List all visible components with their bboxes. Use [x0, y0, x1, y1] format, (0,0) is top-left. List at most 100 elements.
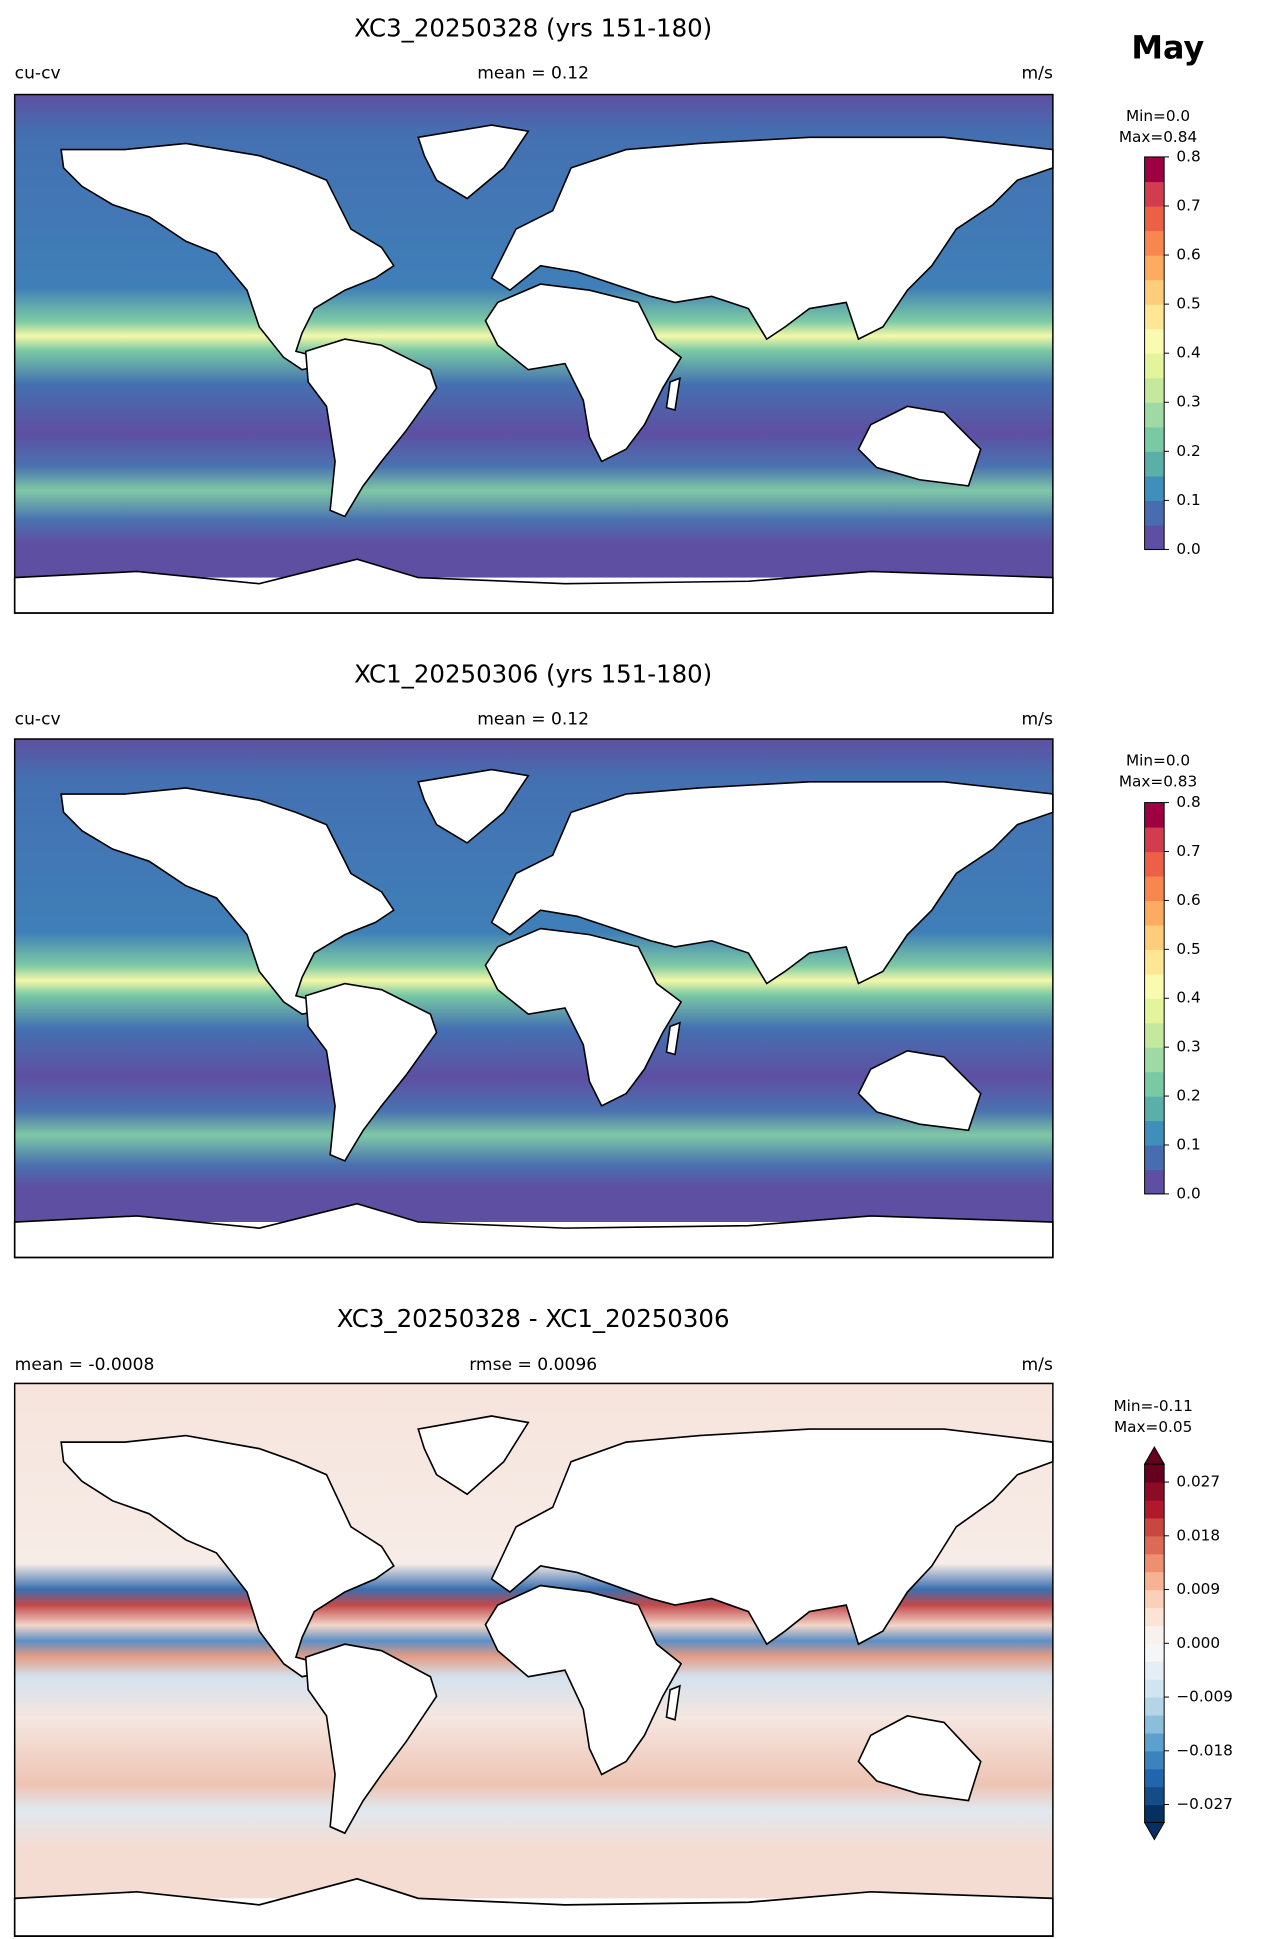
colorbar-tick-label: 0.3 — [1176, 393, 1200, 411]
colorbar-tick-label: 0.8 — [1176, 147, 1200, 165]
colorbar-segment — [1144, 1553, 1165, 1573]
colorbar-tick-label: 0.000 — [1176, 1634, 1220, 1652]
panel-title: XC3_20250328 (yrs 151-180) — [354, 14, 712, 43]
colorbar-tick-label: 0.4 — [1176, 989, 1200, 1007]
colorbar-segment — [1144, 1625, 1165, 1644]
colorbar-segment — [1144, 802, 1165, 828]
left-label: cu-cv — [15, 709, 61, 729]
max-label: Max=0.83 — [1119, 772, 1197, 790]
colorbar-segment — [1144, 1535, 1165, 1555]
colorbar-segment — [1144, 255, 1165, 281]
colorbar-tick-label: −0.027 — [1176, 1795, 1233, 1813]
center-label: mean = 0.12 — [477, 709, 589, 729]
colorbar-segment — [1144, 230, 1165, 256]
left-label: cu-cv — [15, 64, 61, 84]
colorbar-segment — [1144, 1499, 1165, 1519]
colorbar-segment — [1144, 924, 1165, 950]
colorbar-segment — [1144, 475, 1165, 501]
map — [13, 738, 1054, 1259]
colorbar-segment — [1144, 1047, 1165, 1073]
colorbar-segment — [1144, 181, 1165, 207]
colorbar-tick-label: −0.018 — [1176, 1741, 1233, 1759]
colorbar-segment — [1144, 1517, 1165, 1537]
colorbar-segment — [1144, 1022, 1165, 1048]
colorbar-segment — [1144, 328, 1165, 354]
colorbar-segment — [1144, 900, 1165, 926]
colorbar-segment — [1144, 1697, 1165, 1716]
colorbar-segment — [1144, 827, 1165, 853]
colorbar-segment — [1144, 1661, 1165, 1680]
colorbar-segment — [1144, 1464, 1165, 1483]
left-label: mean = -0.0008 — [15, 1355, 155, 1375]
colorbar-segment — [1144, 1804, 1165, 1824]
colorbar-tick-label: 0.5 — [1176, 940, 1200, 958]
colorbar-segment — [1144, 1750, 1165, 1770]
map — [13, 1382, 1054, 1937]
colorbar-tick-label: 0.7 — [1176, 842, 1200, 860]
colorbar-segment — [1144, 1169, 1165, 1195]
colorbar-tick-label: 0.6 — [1176, 891, 1200, 909]
min-label: Min=0.0 — [1126, 752, 1190, 770]
colorbar-segment — [1144, 973, 1165, 999]
colorbar-tick-label: 0.7 — [1176, 196, 1200, 214]
colorbar-segment — [1144, 1571, 1165, 1591]
center-label: mean = 0.12 — [477, 64, 589, 84]
colorbar-tick-label: 0.009 — [1176, 1580, 1220, 1598]
colorbar-extend — [1143, 1446, 1166, 1465]
colorbar-segment — [1144, 1144, 1165, 1171]
colorbar-segment — [1144, 1786, 1165, 1806]
panel-title: XC1_20250306 (yrs 151-180) — [354, 659, 712, 688]
colorbar-segment — [1144, 279, 1165, 305]
colorbar-tick-label: 0.018 — [1176, 1526, 1220, 1544]
colorbar-tick-label: 0.1 — [1176, 1135, 1200, 1153]
colorbar-segment — [1144, 500, 1165, 526]
right-label: m/s — [1022, 709, 1053, 729]
colorbar-tick-label: 0.2 — [1176, 442, 1200, 460]
colorbar-segment — [1144, 1096, 1165, 1122]
colorbar-tick-label: 0.5 — [1176, 295, 1200, 313]
colorbar-tick-label: 0.0 — [1176, 1184, 1200, 1202]
colorbar-tick-label: 0.2 — [1176, 1087, 1200, 1105]
colorbar-segment — [1144, 304, 1165, 330]
colorbar-segment — [1144, 1768, 1165, 1788]
colorbar-tick-label: 0.0 — [1176, 540, 1200, 558]
colorbar-tick-label: 0.4 — [1176, 344, 1200, 362]
map — [13, 93, 1054, 614]
colorbar-segment — [1144, 1732, 1165, 1752]
colorbar-segment — [1144, 1607, 1165, 1626]
max-label: Max=0.05 — [1114, 1418, 1192, 1436]
colorbar-segment — [1144, 1071, 1165, 1097]
colorbar-segment — [1144, 402, 1165, 428]
right-label: m/s — [1022, 1355, 1053, 1375]
colorbar-segment — [1144, 875, 1165, 902]
colorbar-segment — [1144, 949, 1165, 975]
colorbar-extend — [1143, 1821, 1166, 1841]
colorbar-segment — [1144, 1482, 1165, 1501]
colorbar-tick-label: 0.1 — [1176, 491, 1200, 509]
right-label: m/s — [1022, 64, 1053, 84]
colorbar-segment — [1144, 205, 1165, 232]
month-title: May — [1131, 29, 1204, 66]
colorbar-segment — [1144, 851, 1165, 877]
colorbar-segment — [1144, 451, 1165, 477]
colorbar-segment — [1144, 998, 1165, 1024]
max-label: Max=0.84 — [1119, 128, 1197, 146]
panel-title: XC3_20250328 - XC1_20250306 — [337, 1304, 730, 1333]
colorbar-segment — [1144, 1714, 1165, 1734]
colorbar-tick-label: −0.009 — [1176, 1688, 1233, 1706]
colorbar-segment — [1144, 426, 1165, 452]
colorbar-segment — [1144, 1643, 1165, 1662]
min-label: Min=0.0 — [1126, 107, 1190, 125]
colorbar-segment — [1144, 524, 1165, 551]
colorbar-tick-label: 0.6 — [1176, 246, 1200, 264]
colorbar-tick-label: 0.3 — [1176, 1038, 1200, 1056]
center-label: rmse = 0.0096 — [469, 1355, 597, 1375]
colorbar-tick-label: 0.027 — [1176, 1473, 1220, 1491]
colorbar-segment — [1144, 377, 1165, 403]
colorbar-segment — [1144, 353, 1165, 379]
colorbar-segment — [1144, 1679, 1165, 1698]
colorbar-tick-label: 0.8 — [1176, 793, 1200, 811]
colorbar-segment — [1144, 1589, 1165, 1609]
colorbar-segment — [1144, 1120, 1165, 1146]
